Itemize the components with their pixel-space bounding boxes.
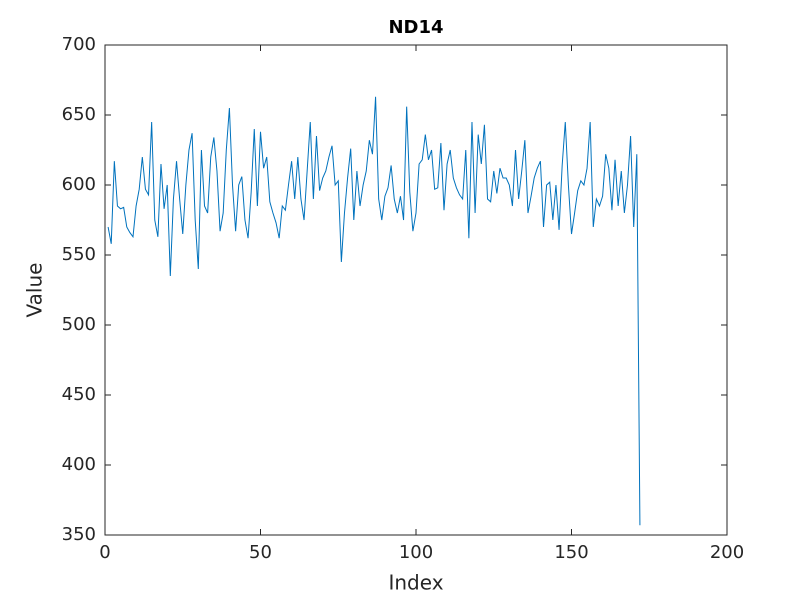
- y-tick-label: 650: [62, 104, 96, 125]
- chart-title: ND14: [388, 17, 443, 38]
- x-axis-label: Index: [388, 571, 443, 595]
- data-line: [107, 96, 641, 526]
- y-tick-label: 550: [62, 244, 96, 265]
- y-tick-label: 350: [62, 524, 96, 545]
- x-tick-label: 200: [710, 542, 744, 563]
- y-tick-label: 600: [62, 174, 96, 195]
- y-tick-label: 450: [62, 384, 96, 405]
- y-tick-label: 700: [62, 34, 96, 55]
- y-axis-label: Value: [23, 263, 47, 318]
- x-tick-label: 100: [399, 542, 433, 563]
- x-tick-label: 150: [554, 542, 588, 563]
- y-tick-label: 500: [62, 314, 96, 335]
- x-tick-label: 0: [99, 542, 110, 563]
- y-tick-label: 400: [62, 454, 96, 475]
- x-tick-label: 50: [249, 542, 272, 563]
